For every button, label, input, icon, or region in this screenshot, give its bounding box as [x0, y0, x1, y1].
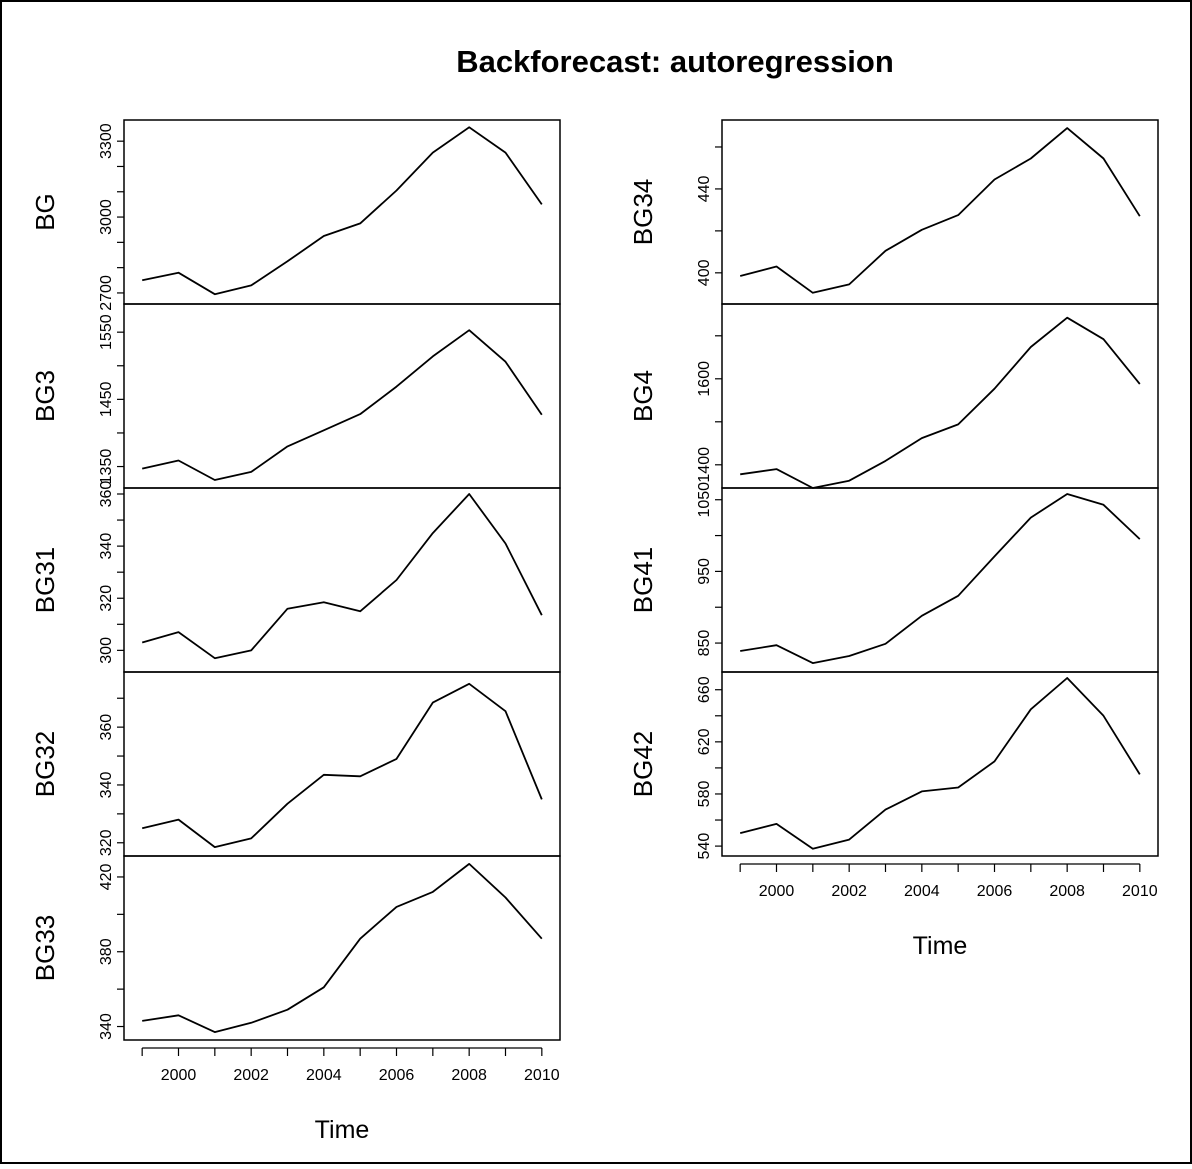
x-axis: 2000 2002 2004 2006 2008 2010 Time: [141, 1047, 560, 1144]
x-axis: 2000 2002 2004 2006 2008 2010 Time: [739, 863, 1158, 960]
series-line-bg42: [739, 677, 1141, 850]
series-line-bg: [142, 126, 543, 296]
x-tick-label: 2000: [161, 1067, 197, 1084]
y-tick-label: 360: [98, 481, 115, 508]
y-tick-label: 1050: [696, 482, 713, 518]
panel-ylabel-bg4: BG4: [628, 370, 658, 422]
panel-ylabel-bg42: BG42: [628, 731, 658, 798]
y-tick-label: 2700: [98, 275, 115, 311]
y-tick-label: 340: [98, 533, 115, 560]
y-tick-label: 380: [98, 938, 115, 965]
column-2: 400 440 BG34 1400 1600 BG4 850 950 1050 BG41 540 58…: [628, 119, 1159, 960]
y-tick-label: 1600: [696, 361, 713, 397]
x-tick-label: 2004: [306, 1067, 342, 1084]
panel-bg34: 400 440 BG34: [628, 119, 1159, 305]
y-tick-label: 420: [98, 864, 115, 891]
column-1: 2700 3000 3300 BG 1350 1450 1550 BG3 300 320 340 36…: [30, 119, 561, 1144]
x-tick-label: 2004: [904, 883, 940, 900]
y-tick-label: 850: [696, 630, 713, 657]
x-tick-label: 2010: [524, 1067, 560, 1084]
panel-frame: [123, 855, 561, 1041]
y-tick-label: 660: [696, 676, 713, 703]
chart-title: Backforecast: autoregression: [456, 44, 894, 79]
x-tick-label: 2002: [831, 883, 867, 900]
y-tick-label: 620: [696, 728, 713, 755]
x-tick-label: 2008: [451, 1067, 487, 1084]
y-tick-label: 3000: [98, 199, 115, 235]
panel-bg3: 1350 1450 1550 BG3: [30, 303, 561, 489]
y-tick-label: 340: [98, 772, 115, 799]
panel-ylabel-bg32: BG32: [30, 731, 60, 798]
y-tick-label: 400: [696, 259, 713, 286]
y-tick-label: 1450: [98, 381, 115, 417]
y-tick-label: 1550: [98, 314, 115, 350]
series-line-bg4: [740, 316, 1141, 489]
y-tick-label: 3300: [98, 123, 115, 159]
series-line-bg41: [740, 493, 1141, 664]
series-line-bg34: [739, 127, 1141, 294]
x-axis-label: Time: [315, 1116, 370, 1144]
y-tick-label: 340: [98, 1013, 115, 1040]
series-line-bg33: [142, 863, 543, 1033]
x-axis-label: Time: [913, 932, 968, 960]
y-tick-label: 1350: [98, 449, 115, 485]
panel-bg33: 340 380 420 BG33: [30, 855, 561, 1041]
y-tick-label: 320: [98, 585, 115, 612]
panel-frame: [721, 671, 1159, 857]
x-tick-label: 2006: [379, 1067, 415, 1084]
x-tick-label: 2010: [1122, 883, 1158, 900]
panel-ylabel-bg34: BG34: [628, 179, 658, 246]
series-line-bg31: [141, 493, 543, 660]
panel-ylabel-bg3: BG3: [30, 370, 60, 422]
y-tick-label: 1400: [696, 447, 713, 483]
series-line-bg3: [142, 329, 543, 481]
panel-ylabel-bg33: BG33: [30, 915, 60, 982]
y-tick-label: 950: [696, 558, 713, 585]
x-tick-label: 2008: [1049, 883, 1085, 900]
panel-bg32: 320 340 360 BG32: [30, 671, 561, 857]
panel-bg41: 850 950 1050 BG41: [628, 482, 1159, 673]
x-tick-label: 2002: [233, 1067, 269, 1084]
x-tick-label: 2000: [759, 883, 795, 900]
y-tick-label: 440: [696, 175, 713, 202]
y-tick-label: 300: [98, 637, 115, 664]
panel-ylabel-bg41: BG41: [628, 547, 658, 614]
y-tick-label: 540: [696, 833, 713, 860]
x-tick-label: 2006: [977, 883, 1013, 900]
y-tick-label: 360: [98, 714, 115, 741]
panel-bg31: 300 320 340 360 BG31: [30, 481, 561, 673]
panel-ylabel-bg: BG: [30, 193, 60, 231]
series-line-bg32: [141, 682, 543, 848]
y-tick-label: 580: [696, 781, 713, 808]
panel-bg42: 540 580 620 660 BG42: [628, 671, 1159, 860]
y-tick-label: 320: [98, 829, 115, 856]
panel-ylabel-bg31: BG31: [30, 547, 60, 614]
